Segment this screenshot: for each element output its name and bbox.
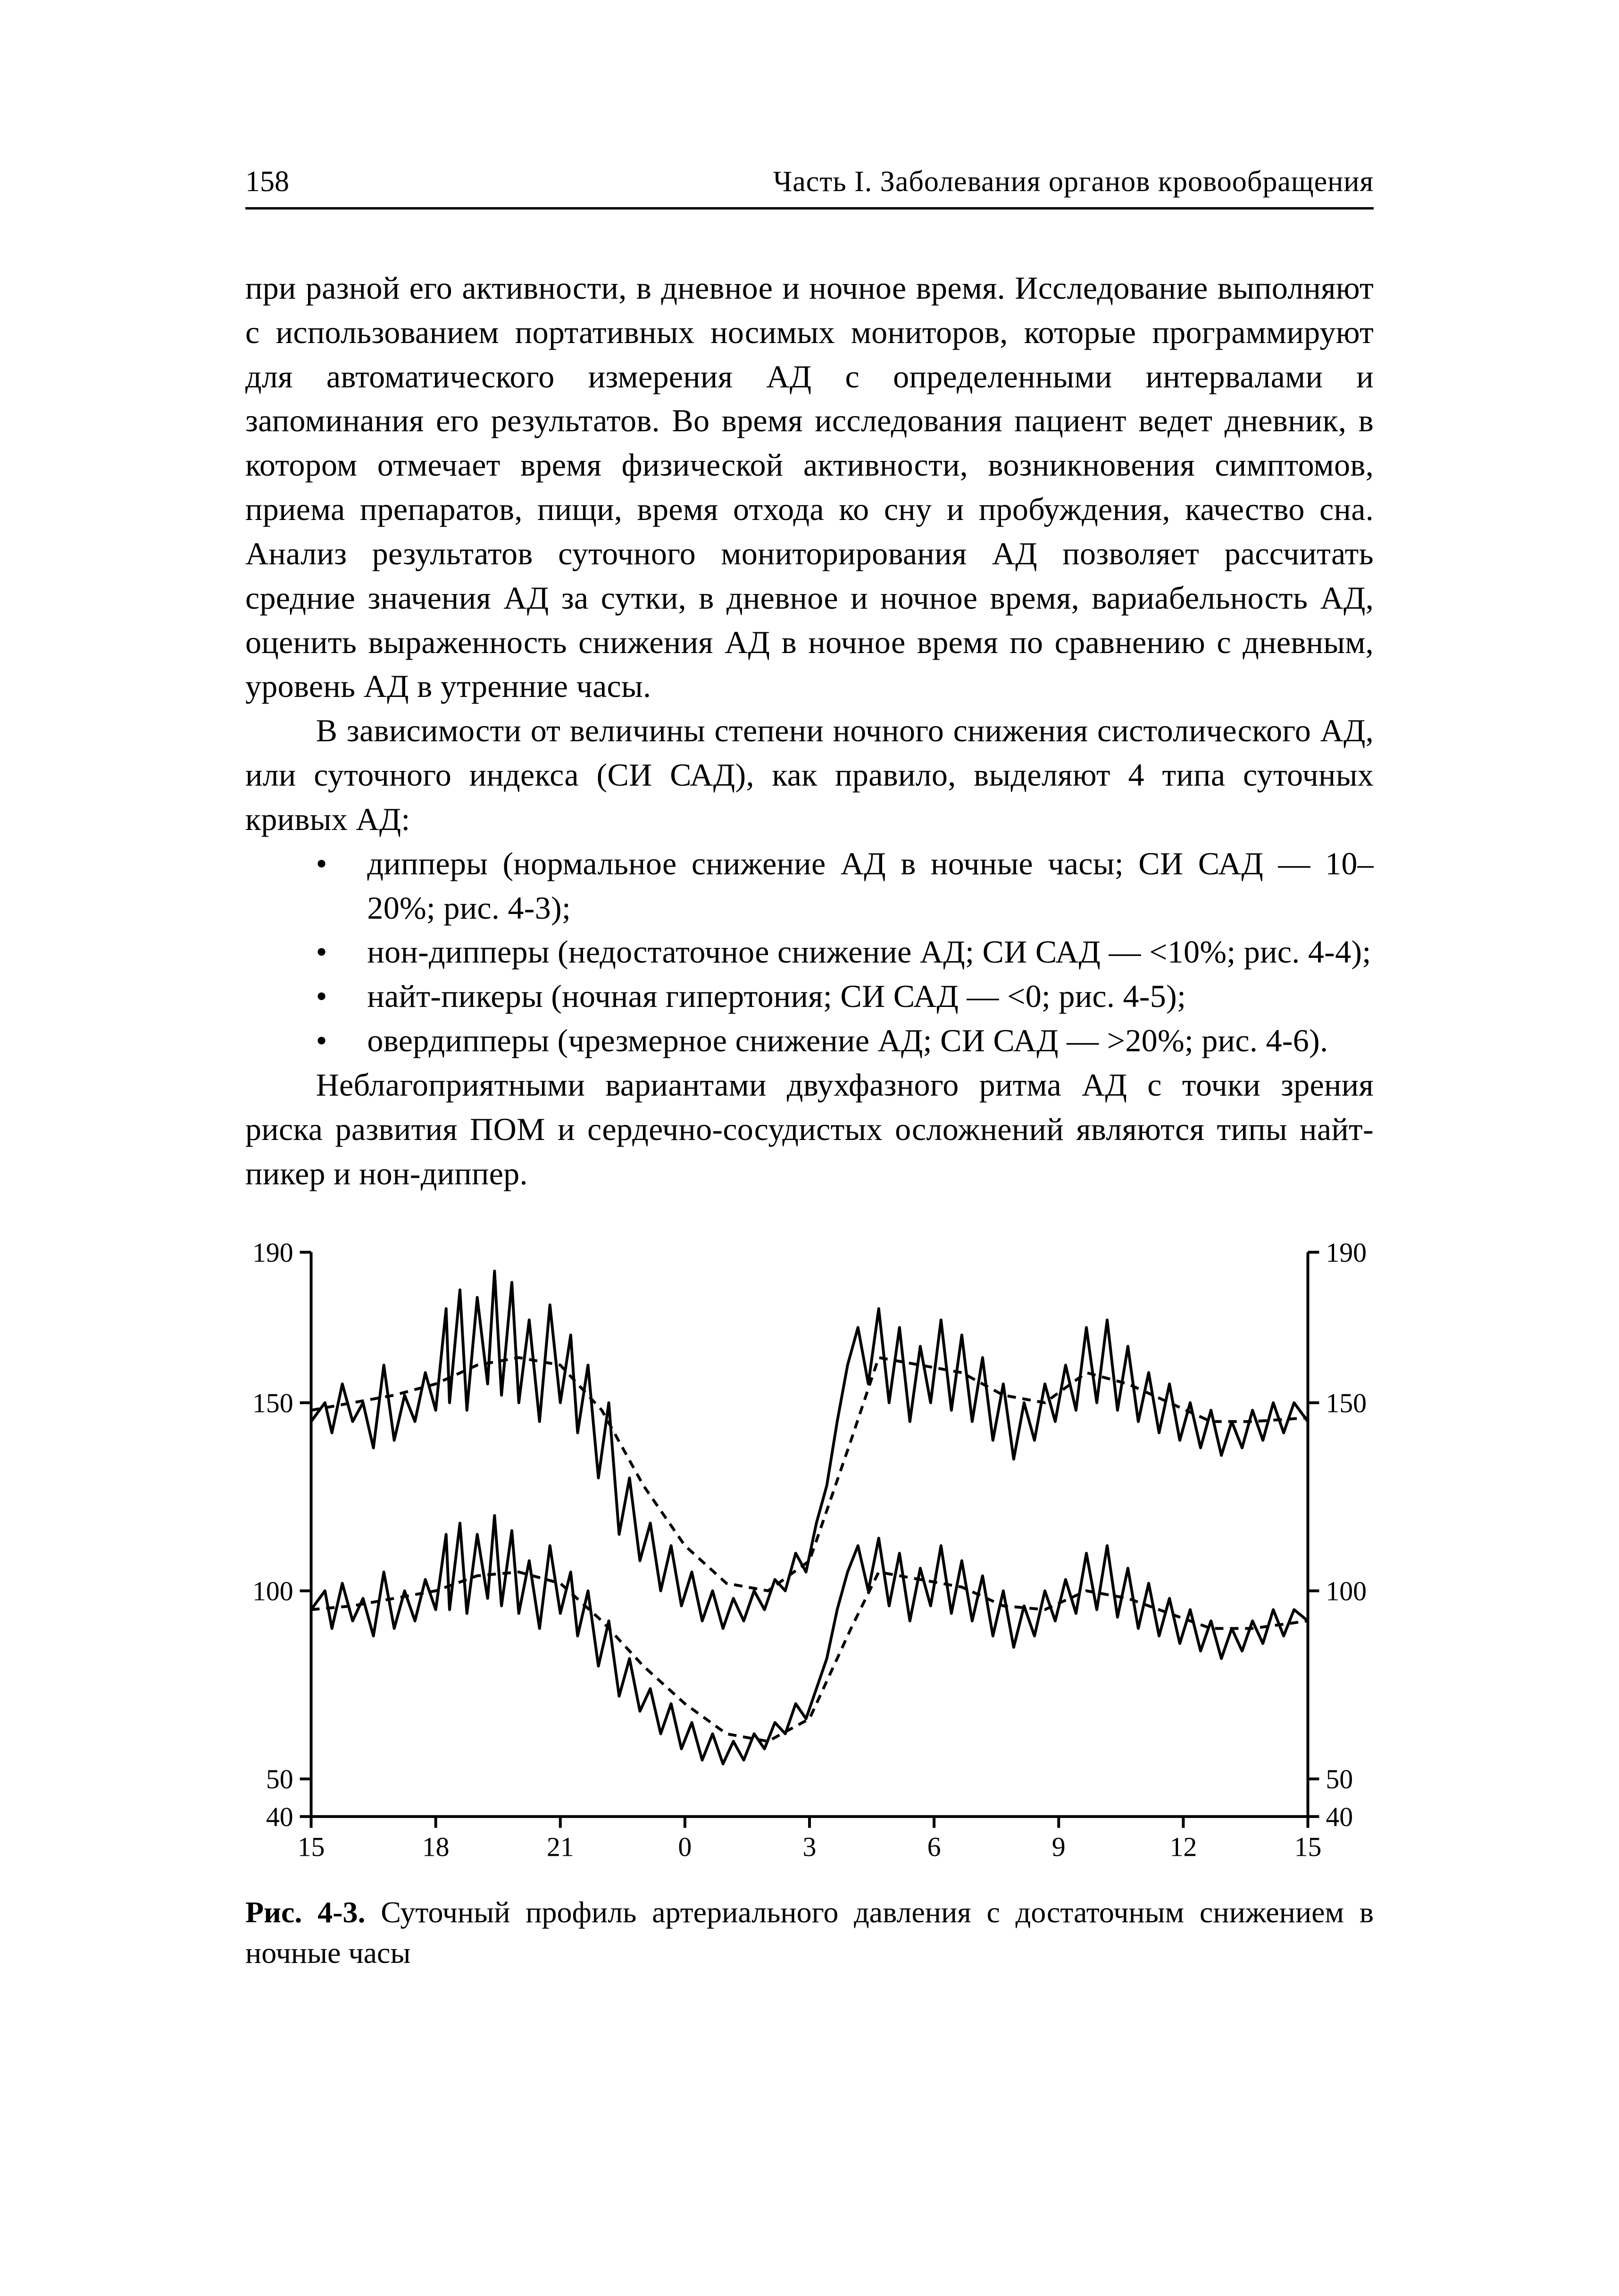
- running-head: 158 Часть I. Заболевания органов кровооб…: [245, 165, 1374, 209]
- svg-text:190: 190: [1326, 1238, 1367, 1268]
- svg-text:100: 100: [252, 1576, 293, 1607]
- list-item: дипперы (нормальное снижение АД в ночные…: [316, 842, 1374, 930]
- svg-text:100: 100: [1326, 1576, 1367, 1607]
- page-number: 158: [245, 165, 289, 199]
- svg-text:15: 15: [298, 1832, 325, 1862]
- svg-text:0: 0: [678, 1832, 692, 1862]
- list-item: овердипперы (чрезмерное снижение АД; СИ …: [316, 1019, 1374, 1063]
- paragraph-1: при разной его активности, в дневное и н…: [245, 266, 1374, 709]
- svg-text:150: 150: [1326, 1388, 1367, 1418]
- list-item: найт-пикеры (ночная гипертония; СИ САД —…: [316, 974, 1374, 1019]
- svg-text:9: 9: [1052, 1832, 1066, 1862]
- svg-text:50: 50: [266, 1764, 293, 1794]
- svg-text:12: 12: [1169, 1832, 1197, 1862]
- svg-text:150: 150: [252, 1388, 293, 1418]
- page: 158 Часть I. Заболевания органов кровооб…: [0, 0, 1619, 2296]
- figure: 40 50 100 150 190 40 50 100 150 190 15 18 21 0 3 6 9 12 15…: [245, 1238, 1374, 1973]
- svg-text:6: 6: [927, 1832, 941, 1862]
- svg-text:18: 18: [422, 1832, 450, 1862]
- svg-text:40: 40: [266, 1802, 293, 1832]
- paragraph-2: В зависимости от величины степени ночног…: [245, 709, 1374, 841]
- chart: 40 50 100 150 190 40 50 100 150 190 15 18 21 0 3 6 9 12 15: [245, 1238, 1374, 1873]
- figure-caption: Рис. 4-3. Суточный профиль артериального…: [245, 1892, 1374, 1974]
- svg-text:21: 21: [547, 1832, 574, 1862]
- bullet-list: дипперы (нормальное снижение АД в ночные…: [245, 842, 1374, 1063]
- paragraph-3: Неблагоприятными вариантами двухфазного …: [245, 1063, 1374, 1196]
- svg-text:3: 3: [803, 1832, 817, 1862]
- figure-caption-label: Рис. 4-3.: [245, 1895, 365, 1929]
- body-text: при разной его активности, в дневное и н…: [245, 266, 1374, 1196]
- svg-text:50: 50: [1326, 1764, 1353, 1794]
- svg-text:190: 190: [252, 1238, 293, 1268]
- running-title: Часть I. Заболевания органов кровообраще…: [773, 165, 1374, 199]
- svg-text:40: 40: [1326, 1802, 1353, 1832]
- figure-caption-text: Суточный профиль артериального давления …: [245, 1895, 1374, 1969]
- list-item: нон-дипперы (недостаточное снижение АД; …: [316, 930, 1374, 974]
- svg-text:15: 15: [1294, 1832, 1322, 1862]
